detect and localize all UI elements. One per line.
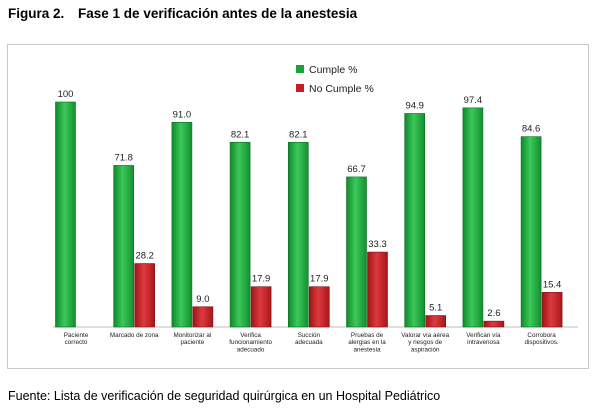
data-label-cumple: 71.8 — [114, 152, 133, 163]
data-label-no-cumple: 2.6 — [487, 308, 500, 319]
legend-swatch-cumple — [296, 65, 304, 73]
data-label-cumple: 82.1 — [289, 129, 308, 140]
category-label-line: y riesgos de — [408, 339, 442, 346]
category-label-line: Pruebas de — [351, 332, 384, 339]
bar-cumple — [346, 176, 367, 328]
data-label-cumple: 97.4 — [464, 95, 483, 106]
data-label-no-cumple: 28.2 — [135, 251, 154, 262]
data-label-cumple: 66.7 — [347, 164, 366, 175]
bar-cumple — [113, 165, 134, 328]
category-label: Verifica funcionamiento adecuado — [229, 332, 272, 353]
bar-chart: 100 Paciente correcto 71.8 28.2 Marcado de zo… — [53, 64, 578, 353]
category-label-line: Corrobora — [527, 332, 556, 339]
bar-cumple — [462, 107, 484, 328]
category-label-line: Monitorizar al — [174, 332, 212, 339]
category-label-line: Paciente — [64, 332, 89, 339]
category-label-line: Marcado de zona — [110, 332, 159, 339]
data-label-cumple: 82.1 — [231, 129, 250, 140]
category-label-line: Succión — [298, 332, 321, 339]
bar-no-cumple — [308, 286, 330, 328]
data-label-no-cumple: 15.4 — [543, 279, 562, 290]
legend-label-cumple: Cumple % — [309, 64, 357, 76]
category-label-line: adecuado — [237, 346, 265, 353]
bar-cumple — [171, 121, 193, 328]
category-label-line: alergias en la — [348, 339, 386, 346]
data-label-cumple: 91.0 — [173, 109, 192, 120]
category-label-line: funcionamiento — [229, 339, 272, 346]
bar-cumple — [520, 136, 542, 328]
bar-no-cumple — [425, 315, 447, 328]
category-label-line: adecuada — [295, 339, 323, 346]
category-label-line: Valorar vía aérea — [401, 332, 449, 339]
bar-no-cumple — [192, 306, 214, 328]
data-label-no-cumple: 9.0 — [196, 294, 209, 305]
bar-no-cumple — [483, 320, 505, 328]
bar-no-cumple — [367, 251, 388, 328]
source-note: Fuente: Lista de verificación de segurid… — [8, 389, 441, 403]
data-label-no-cumple: 5.1 — [429, 303, 442, 314]
data-label-no-cumple: 17.9 — [310, 274, 329, 285]
bar-no-cumple — [541, 292, 563, 328]
bar-no-cumple — [134, 263, 155, 328]
figure-label: Figura 2. — [8, 6, 65, 21]
figure-title: Figura 2. Fase 1 de verificación antes d… — [8, 6, 357, 21]
data-label-no-cumple: 17.9 — [252, 274, 271, 285]
bar-cumple — [55, 101, 76, 328]
chart-frame: 100 Paciente correcto 71.8 28.2 Marcado de zo… — [7, 44, 589, 369]
data-label-cumple: 84.6 — [522, 124, 541, 135]
data-label-cumple: 100 — [58, 89, 74, 100]
category-label-line: paciente — [180, 339, 204, 346]
bar-no-cumple — [250, 286, 272, 328]
category-label-line: Verifica — [240, 332, 261, 339]
category-label: Marcado de zona — [110, 332, 159, 339]
category-label-line: intravenosa — [467, 339, 500, 346]
category-label: Monitorizar al paciente — [174, 332, 212, 346]
category-label-line: dispositivos. — [524, 339, 559, 346]
category-label: Valorar vía aérea y riesgos de aspiración — [401, 332, 449, 353]
bar-cumple — [229, 141, 251, 328]
category-label-line: anestesia — [354, 346, 381, 353]
bar-cumple — [287, 141, 309, 328]
data-label-no-cumple: 33.3 — [368, 239, 387, 250]
category-label: Succión adecuada — [295, 332, 323, 346]
legend-label-no-cumple: No Cumple % — [309, 83, 374, 95]
legend-swatch-no-cumple — [296, 84, 304, 92]
category-label-line: aspiración — [411, 346, 440, 353]
category-label: Paciente correcto — [64, 332, 89, 346]
data-label-cumple: 94.9 — [405, 100, 424, 111]
category-label-line: correcto — [65, 339, 88, 346]
category-label: Corrobora dispositivos. — [524, 332, 559, 346]
bar-cumple — [404, 113, 426, 328]
figure-title-text: Fase 1 de verificación antes de la anest… — [78, 6, 358, 21]
category-label-line: Verifican vía — [466, 332, 501, 339]
category-label: Pruebas de alergias en la anestesia — [348, 332, 386, 353]
category-label: Verifican vía intravenosa — [466, 332, 501, 346]
